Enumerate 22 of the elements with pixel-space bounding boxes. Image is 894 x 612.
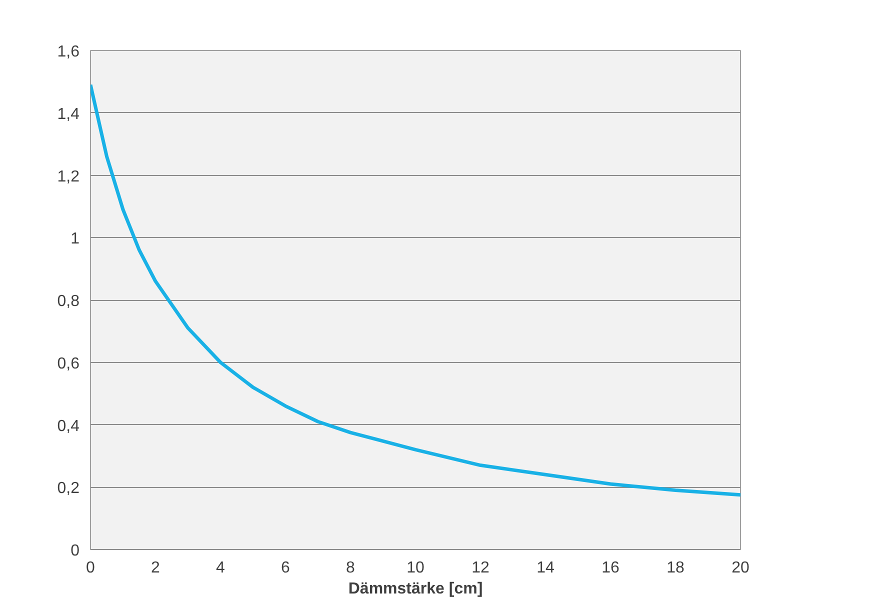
y-tick-label: 0 [70, 542, 80, 560]
y-tick-label: 1,6 [57, 44, 80, 60]
x-tick-label: 2 [151, 560, 160, 576]
x-tick-label: 18 [666, 560, 684, 576]
y-tick-label: 0,2 [57, 480, 80, 498]
y-tick-label: 0,8 [57, 293, 80, 310]
x-tick-label: 20 [732, 560, 750, 576]
x-tick-label: 10 [406, 560, 424, 576]
x-tick-label: 0 [86, 560, 96, 576]
x-tick-label: 8 [346, 560, 356, 576]
y-tick-label: 0,4 [57, 418, 80, 435]
y-tick-label: 0,6 [57, 355, 80, 372]
x-axis-title: Dämmstärke [cm] [348, 580, 483, 598]
y-tick-label: 1,2 [57, 168, 80, 186]
x-tick-label: 12 [472, 560, 490, 576]
y-tick-label: 1,4 [57, 106, 80, 123]
x-tick-label: 16 [602, 560, 620, 576]
x-tick-label: 6 [281, 560, 290, 576]
x-tick-label: 4 [216, 560, 226, 576]
line-series [90, 83, 740, 497]
y-tick-label: 1 [70, 230, 80, 248]
x-tick-label: 14 [536, 560, 554, 576]
